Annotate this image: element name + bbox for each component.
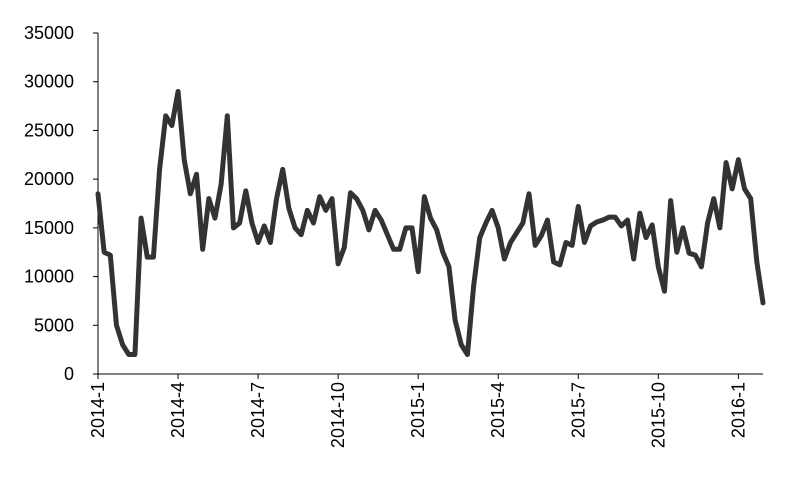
x-tick-label: 2015-1 <box>408 382 428 438</box>
y-tick-label: 15000 <box>24 218 74 238</box>
x-tick-label: 2015-7 <box>568 382 588 438</box>
y-tick-label: 30000 <box>24 72 74 92</box>
x-tick-label: 2015-4 <box>488 382 508 438</box>
y-tick-label: 10000 <box>24 267 74 287</box>
data-line <box>95 88 766 358</box>
y-tick-label: 0 <box>64 364 74 384</box>
y-tick-label: 20000 <box>24 169 74 189</box>
y-tick-label: 25000 <box>24 120 74 140</box>
x-tick-label: 2014-4 <box>168 382 188 438</box>
y-tick-label: 5000 <box>34 315 74 335</box>
x-tick-label: 2014-1 <box>88 382 108 438</box>
x-tick-label: 2015-10 <box>648 382 668 448</box>
x-tick-label: 2016-1 <box>728 382 748 438</box>
x-tick-label: 2014-10 <box>328 382 348 448</box>
y-tick-label: 35000 <box>24 23 74 43</box>
x-tick-label: 2014-7 <box>248 382 268 438</box>
